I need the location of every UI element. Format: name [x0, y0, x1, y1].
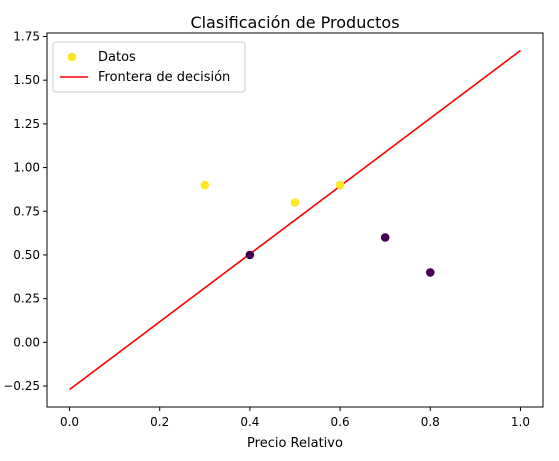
y-tick-label: 1.75: [13, 29, 40, 43]
x-axis-label: Precio Relativo: [247, 436, 343, 451]
scatter-point-6: [425, 268, 435, 277]
scatter-point-3: [335, 180, 345, 190]
y-tick-label: 1.50: [13, 73, 40, 87]
decision-boundary-line: [69, 49, 521, 391]
scatter-point-2: [290, 198, 300, 207]
axes-frame: [46, 32, 544, 408]
y-tick-label: 1.25: [13, 117, 40, 131]
scatter-point-4: [245, 250, 255, 260]
legend-label-frontera: Frontera de decisión: [98, 70, 230, 85]
x-tick-label: 0.8: [421, 415, 440, 429]
x-tick-label: 0.4: [240, 415, 259, 429]
y-axis: −0.25 0.00 0.25 0.50 0.75 1.00 1.25 1.50 1.75: [3, 29, 47, 393]
y-tick-label: 0.25: [13, 292, 40, 306]
plot-area: [46, 32, 544, 408]
scatter-point-5: [380, 233, 390, 242]
x-tick-label: 1.0: [511, 415, 530, 429]
legend: Datos Frontera de decisión: [52, 41, 246, 93]
x-tick-label: 0.2: [150, 415, 169, 429]
legend-marker-datos: [67, 52, 77, 62]
legend-label-datos: Datos: [98, 50, 136, 65]
y-tick-label: 1.00: [13, 161, 40, 175]
x-tick-label: 0.0: [60, 415, 79, 429]
legend-box: [52, 41, 246, 93]
y-tick-label: 0.50: [13, 248, 40, 262]
y-tick-label: 0.75: [13, 204, 40, 218]
y-tick-label: 0.00: [13, 335, 40, 349]
y-tick-label: −0.25: [3, 379, 40, 393]
x-tick-label: 0.6: [331, 415, 350, 429]
x-axis: 0.0 0.2 0.4 0.6 0.8 1.0: [60, 407, 530, 429]
scatter-point-1: [200, 180, 210, 190]
chart-title: Clasificación de Productos: [190, 13, 399, 32]
